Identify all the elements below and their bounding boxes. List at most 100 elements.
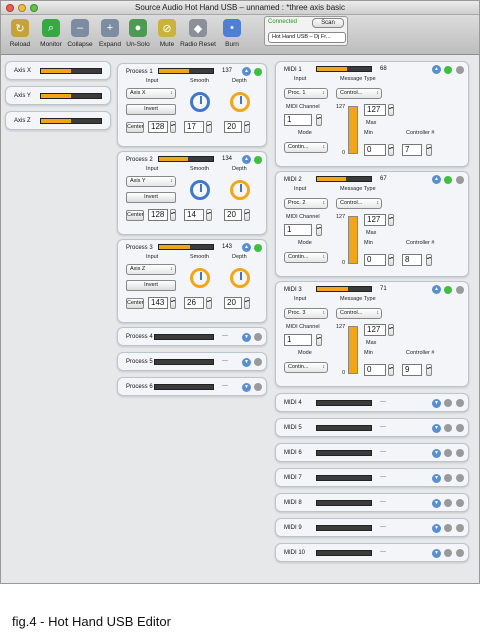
smooth-stepper[interactable]: ▴▾ — [206, 209, 212, 221]
smooth-stepper[interactable]: ▴▾ — [206, 121, 212, 133]
depth-field[interactable]: 20 — [224, 297, 242, 309]
center-button[interactable]: Center — [126, 210, 144, 221]
mute-indicator-icon[interactable] — [456, 176, 464, 184]
scan-button[interactable]: Scan — [312, 18, 344, 28]
smooth-knob[interactable] — [190, 180, 210, 200]
min-field[interactable]: 0 — [364, 364, 386, 376]
invert-button[interactable]: Invert — [126, 192, 176, 203]
input-select[interactable]: Axis Z — [126, 264, 176, 275]
mode-select[interactable]: Contin... — [284, 142, 328, 153]
center-field[interactable]: 128 — [148, 121, 168, 133]
midi-channel-stepper[interactable]: ▴▾ — [316, 334, 322, 346]
toolbar-reload-button[interactable]: ↻ Reload — [3, 19, 37, 48]
invert-button[interactable]: Invert — [126, 104, 176, 115]
controller-stepper[interactable]: ▴▾ — [426, 254, 432, 266]
mute-indicator-icon[interactable] — [456, 499, 464, 507]
expand-icon[interactable]: ▼ — [432, 399, 441, 408]
toolbar-un-solo-button[interactable]: ● Un-Solo — [121, 19, 155, 48]
expand-icon[interactable]: ▼ — [432, 474, 441, 483]
range-bar[interactable] — [348, 106, 358, 154]
center-field[interactable]: 143 — [148, 297, 168, 309]
depth-stepper[interactable]: ▴▾ — [244, 209, 250, 221]
depth-stepper[interactable]: ▴▾ — [244, 121, 250, 133]
depth-knob[interactable] — [230, 180, 250, 200]
solo-icon[interactable]: ▲ — [432, 285, 441, 294]
depth-knob[interactable] — [230, 92, 250, 112]
expand-icon[interactable]: ▼ — [432, 424, 441, 433]
min-stepper[interactable]: ▴▾ — [388, 364, 394, 376]
active-indicator-icon[interactable] — [444, 474, 452, 482]
inactive-indicator-icon[interactable] — [254, 358, 262, 366]
expand-icon[interactable]: ▼ — [242, 333, 251, 342]
midi-channel-stepper[interactable]: ▴▾ — [316, 224, 322, 236]
min-stepper[interactable]: ▴▾ — [388, 144, 394, 156]
active-indicator-icon[interactable] — [444, 286, 452, 294]
depth-stepper[interactable]: ▴▾ — [244, 297, 250, 309]
center-stepper[interactable]: ▴▾ — [170, 297, 176, 309]
center-button[interactable]: Center — [126, 298, 144, 309]
max-stepper[interactable]: ▴▾ — [388, 214, 394, 226]
input-select[interactable]: Axis Y — [126, 176, 176, 187]
minimize-window-button[interactable] — [18, 4, 26, 12]
smooth-field[interactable]: 26 — [184, 297, 204, 309]
mute-indicator-icon[interactable] — [456, 449, 464, 457]
center-button[interactable]: Center — [126, 122, 144, 133]
device-select[interactable]: Hot Hand USB – Dj Fr... — [268, 32, 346, 43]
toolbar-monitor-button[interactable]: ⌕ Monitor — [34, 19, 68, 48]
active-indicator-icon[interactable] — [444, 524, 452, 532]
smooth-field[interactable]: 17 — [184, 121, 204, 133]
mute-indicator-icon[interactable] — [456, 399, 464, 407]
midi-input-select[interactable]: Proc. 1 — [284, 88, 328, 99]
mode-select[interactable]: Contin... — [284, 362, 328, 373]
inactive-indicator-icon[interactable] — [254, 333, 262, 341]
mute-indicator-icon[interactable] — [456, 549, 464, 557]
active-indicator-icon[interactable] — [254, 156, 262, 164]
toolbar-mute-button[interactable]: ⊘ Mute — [150, 19, 184, 48]
active-indicator-icon[interactable] — [444, 176, 452, 184]
midi-channel-field[interactable]: 1 — [284, 114, 312, 126]
max-stepper[interactable]: ▴▾ — [388, 324, 394, 336]
solo-icon[interactable]: ▲ — [432, 175, 441, 184]
center-field[interactable]: 128 — [148, 209, 168, 221]
zoom-window-button[interactable] — [30, 4, 38, 12]
toolbar-burn-button[interactable]: • Burn — [215, 19, 249, 48]
max-field[interactable]: 127 — [364, 324, 386, 336]
max-field[interactable]: 127 — [364, 104, 386, 116]
max-stepper[interactable]: ▴▾ — [388, 104, 394, 116]
controller-field[interactable]: 7 — [402, 144, 422, 156]
solo-icon[interactable]: ▲ — [432, 65, 441, 74]
active-indicator-icon[interactable] — [444, 424, 452, 432]
message-type-select[interactable]: Control... — [336, 198, 382, 209]
message-type-select[interactable]: Control... — [336, 308, 382, 319]
active-indicator-icon[interactable] — [444, 549, 452, 557]
center-stepper[interactable]: ▴▾ — [170, 121, 176, 133]
expand-icon[interactable]: ▼ — [432, 499, 441, 508]
smooth-knob[interactable] — [190, 92, 210, 112]
close-window-button[interactable] — [6, 4, 14, 12]
midi-input-select[interactable]: Proc. 3 — [284, 308, 328, 319]
active-indicator-icon[interactable] — [444, 499, 452, 507]
expand-icon[interactable]: ▼ — [432, 524, 441, 533]
expand-icon[interactable]: ▼ — [432, 449, 441, 458]
range-bar[interactable] — [348, 326, 358, 374]
toolbar-radio-reset-button[interactable]: ◆ Radio Reset — [176, 19, 220, 48]
active-indicator-icon[interactable] — [444, 399, 452, 407]
mute-indicator-icon[interactable] — [456, 424, 464, 432]
controller-stepper[interactable]: ▴▾ — [426, 364, 432, 376]
active-indicator-icon[interactable] — [444, 449, 452, 457]
expand-icon[interactable]: ▼ — [242, 383, 251, 392]
message-type-select[interactable]: Control... — [336, 88, 382, 99]
depth-field[interactable]: 20 — [224, 209, 242, 221]
smooth-stepper[interactable]: ▴▾ — [206, 297, 212, 309]
solo-icon[interactable]: ▲ — [242, 67, 251, 76]
controller-field[interactable]: 8 — [402, 254, 422, 266]
controller-stepper[interactable]: ▴▾ — [426, 144, 432, 156]
mute-indicator-icon[interactable] — [456, 474, 464, 482]
active-indicator-icon[interactable] — [254, 244, 262, 252]
controller-field[interactable]: 9 — [402, 364, 422, 376]
depth-field[interactable]: 20 — [224, 121, 242, 133]
smooth-field[interactable]: 14 — [184, 209, 204, 221]
range-bar[interactable] — [348, 216, 358, 264]
inactive-indicator-icon[interactable] — [254, 383, 262, 391]
input-select[interactable]: Axis X — [126, 88, 176, 99]
